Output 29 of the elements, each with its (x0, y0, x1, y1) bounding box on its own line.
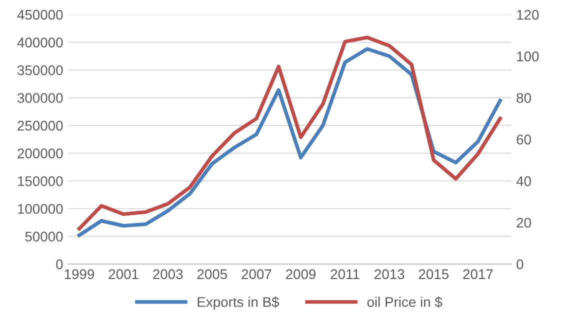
legend-label: Exports in B$ (198, 296, 280, 310)
y2-tick-label: 20 (516, 218, 531, 228)
y2-tick-label: 40 (516, 176, 531, 186)
y2-tick-label: 60 (516, 134, 531, 144)
y-tick-label: 350000 (17, 65, 63, 76)
y-tick-label: 250000 (18, 120, 63, 131)
y-tick-label: 200000 (18, 148, 63, 158)
y-tick-label: 300000 (17, 93, 63, 103)
x-tick-label: 2015 (418, 269, 449, 280)
x-tick-label: 2003 (153, 269, 183, 280)
x-tick-label: 2017 (463, 269, 493, 280)
y-tick-label: 50000 (25, 232, 63, 242)
x-tick-label: 2007 (242, 269, 272, 280)
x-tick-label: 2013 (374, 269, 404, 280)
x-tick-label: 2009 (286, 269, 316, 280)
y-tick-label: 150000 (18, 176, 63, 186)
x-tick-label: 1999 (64, 269, 94, 280)
y2-tick-label: 0 (516, 259, 524, 270)
legend-label: oil Price in $ (367, 296, 442, 308)
y2-tick-label: 80 (516, 93, 531, 103)
y-tick-label: 0 (56, 259, 63, 270)
x-tick-label: 2005 (197, 269, 228, 280)
y-tick-label: 400000 (17, 38, 63, 48)
y-tick-label: 450000 (17, 10, 63, 20)
y2-tick-label: 100 (517, 51, 539, 62)
y2-tick-label: 120 (517, 10, 539, 20)
x-tick-label: 2011 (330, 269, 360, 280)
y-tick-label: 100000 (18, 204, 63, 214)
x-tick-label: 2001 (108, 269, 138, 280)
